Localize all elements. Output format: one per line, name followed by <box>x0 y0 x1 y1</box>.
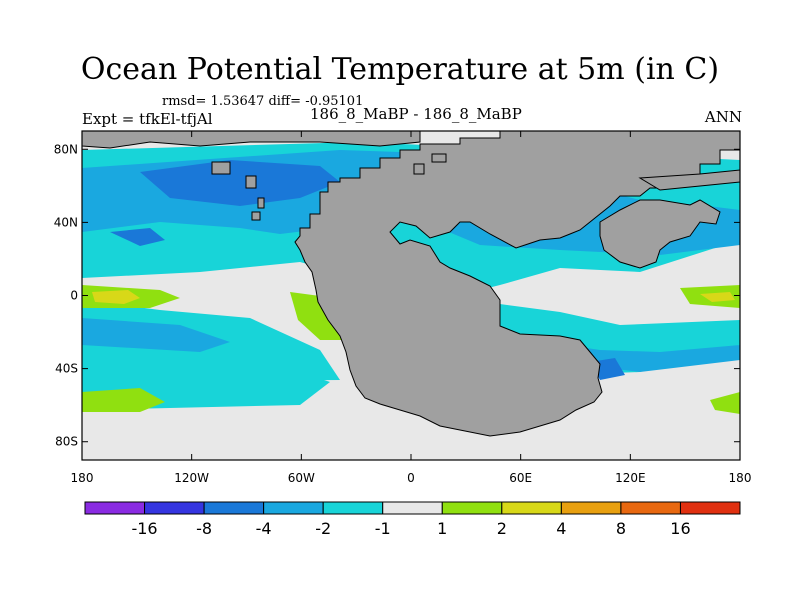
colorbar-label: -8 <box>196 519 212 538</box>
colorbar-swatch <box>679 501 741 515</box>
colorbar-swatch <box>84 501 146 515</box>
figure-title: Ocean Potential Temperature at 5m (in C) <box>80 52 720 87</box>
land-east-arm <box>638 169 740 191</box>
colorbar-swatch <box>322 501 384 515</box>
colorbar-label: -4 <box>256 519 272 538</box>
contour-green <box>82 285 740 414</box>
lon-tick-label: 60E <box>509 471 532 485</box>
season-label: ANN <box>704 108 742 126</box>
colorbar-label: 2 <box>497 519 507 538</box>
colorbar-swatch <box>263 501 324 515</box>
land-north-strip <box>82 131 421 149</box>
latitude-axis: 80N 40N 0 40S 80S <box>54 142 740 449</box>
colorbar-swatch <box>382 501 443 515</box>
lon-tick-label: 120W <box>174 471 209 485</box>
colorbar-swatch <box>144 501 205 515</box>
colorbar-label: 1 <box>437 519 447 538</box>
colorbar: -16 -8 -4 -2 -1 1 2 4 8 16 <box>84 501 741 538</box>
lat-tick-label: 80S <box>55 435 78 449</box>
longitude-axis: 180 120W 60W 0 60E 120E 180 <box>71 131 752 485</box>
contour-blue <box>110 160 625 380</box>
colorbar-label: 16 <box>670 519 690 538</box>
lon-tick-label: 60W <box>288 471 315 485</box>
colorbar-swatch <box>203 501 265 515</box>
land-island-asia <box>599 199 721 269</box>
colorbar-swatch <box>620 501 681 515</box>
colorbar-swatch <box>501 501 562 515</box>
land-islands-north <box>211 153 447 221</box>
stats-label: rmsd= 1.53647 diff= -0.95101 <box>162 94 364 109</box>
lon-tick-label: 120E <box>615 471 646 485</box>
colorbar-label: -16 <box>131 519 157 538</box>
map-field <box>82 131 740 460</box>
colorbar-label: -2 <box>315 519 331 538</box>
lat-tick-label: 40S <box>55 362 78 376</box>
lon-tick-label: 180 <box>71 471 94 485</box>
colorbar-label: -1 <box>375 519 391 538</box>
lon-tick-label: 0 <box>407 471 415 485</box>
colorbar-label: 8 <box>616 519 626 538</box>
colorbar-label: 4 <box>556 519 566 538</box>
land-pangaea <box>294 131 740 437</box>
experiment-label: Expt = tfkEl-tfjAl <box>82 110 213 128</box>
cases-label: 186_8_MaBP - 186_8_MaBP <box>310 105 522 123</box>
lat-tick-label: 40N <box>54 215 78 229</box>
lat-tick-label: 80N <box>54 142 78 156</box>
colorbar-swatch <box>560 501 622 515</box>
colorbar-swatch <box>441 501 503 515</box>
lat-tick-label: 0 <box>70 289 78 303</box>
lon-tick-label: 180 <box>729 471 752 485</box>
